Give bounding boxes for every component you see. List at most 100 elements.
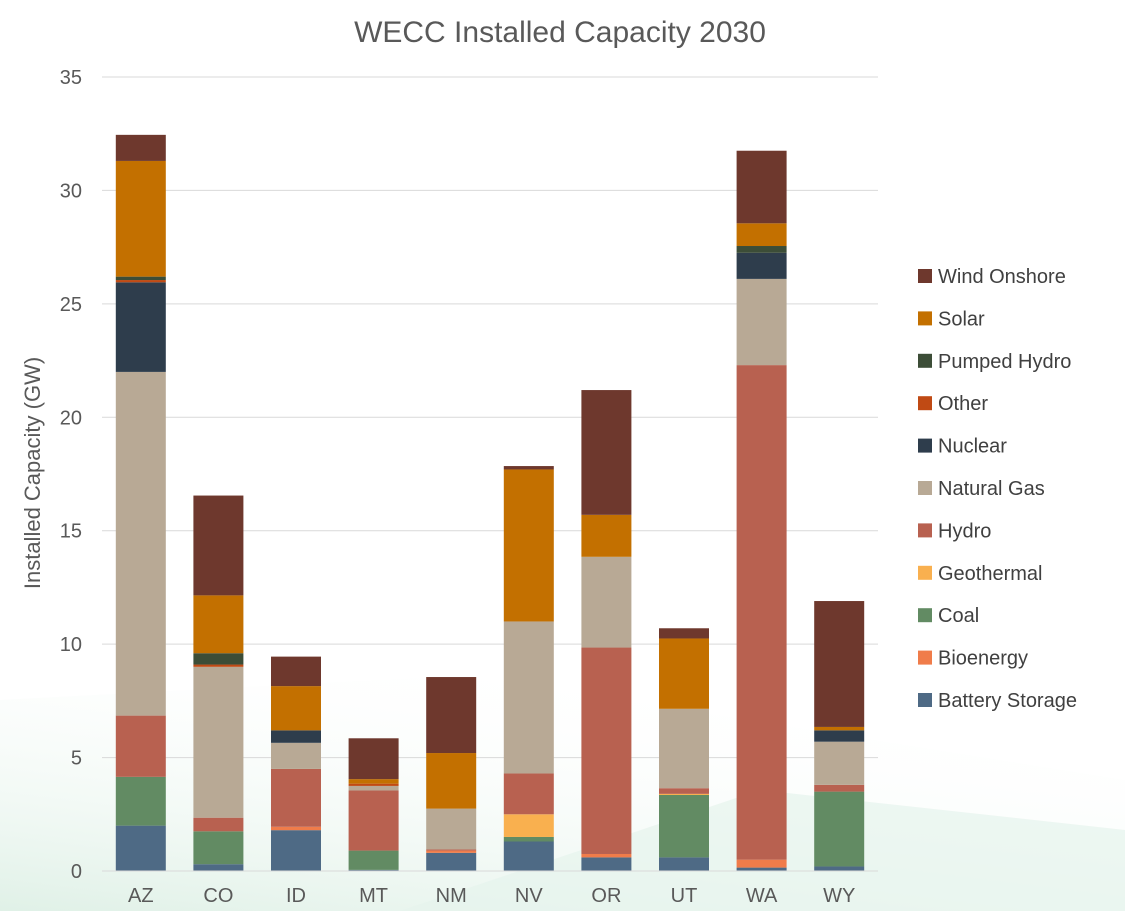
bar-segment-nuclear xyxy=(115,282,166,372)
bar-segment-solar xyxy=(659,638,709,709)
bar-segment-geothermal xyxy=(659,793,709,796)
legend-label: Natural Gas xyxy=(938,478,1045,500)
bar-segment-natural-gas xyxy=(659,708,709,789)
bar-segment-battery-storage xyxy=(115,825,166,871)
legend-swatch xyxy=(918,608,932,623)
bar-segment-battery-storage xyxy=(736,867,787,871)
bar-segment-pumped-hydro xyxy=(115,276,166,281)
bar-segment-bioenergy xyxy=(736,859,787,868)
bar-segment-wind-onshore xyxy=(581,390,632,515)
bar-segment-wind-onshore xyxy=(736,150,787,224)
bar-stack-or xyxy=(581,390,632,871)
bar-segment-battery-storage xyxy=(271,830,321,871)
bar-stack-az xyxy=(115,134,166,871)
bar-segment-solar xyxy=(503,469,554,622)
legend-swatch xyxy=(918,523,932,538)
bar-segment-solar xyxy=(115,160,166,277)
legend-item-other: Other xyxy=(918,393,988,415)
bar-stack-ut xyxy=(659,628,709,871)
bar-segment-wind-onshore xyxy=(115,134,166,161)
bar-segment-battery-storage xyxy=(503,841,554,871)
bar-segment-natural-gas xyxy=(348,785,399,791)
bar-segment-natural-gas xyxy=(271,742,321,769)
bar-stack-wa xyxy=(736,150,787,871)
bar-segment-pumped-hydro xyxy=(193,653,244,665)
legend-swatch xyxy=(918,693,932,707)
legend-swatch xyxy=(918,269,932,283)
bar-segment-solar xyxy=(271,686,321,731)
legend-label: Wind Onshore xyxy=(938,266,1066,288)
bar-segment-hydro xyxy=(503,773,554,815)
bar-segment-wind-onshore xyxy=(348,738,399,780)
bar-segment-pumped-hydro xyxy=(736,246,787,253)
bar-segment-solar xyxy=(814,726,865,731)
legend-label: Hydro xyxy=(938,520,991,542)
legend-item-nuclear: Nuclear xyxy=(918,436,1007,458)
legend-swatch xyxy=(918,481,932,495)
legend-item-natural-gas: Natural Gas xyxy=(918,478,1045,500)
bar-segment-other xyxy=(348,783,399,786)
legend-item-hydro: Hydro xyxy=(918,520,991,542)
x-tick-label: WA xyxy=(746,885,778,907)
bar-segment-coal xyxy=(193,831,244,865)
bar-segment-coal xyxy=(814,791,865,867)
bar-stack-mt xyxy=(348,738,399,871)
bar-segment-hydro xyxy=(581,647,632,854)
bar-segment-hydro xyxy=(659,788,709,794)
bar-segment-coal xyxy=(115,776,166,826)
legend-label: Bioenergy xyxy=(938,648,1028,670)
y-axis-title: Installed Capacity (GW) xyxy=(20,357,45,589)
bar-segment-geothermal xyxy=(503,814,554,837)
bar-segment-wind-onshore xyxy=(271,656,321,687)
x-tick-label: OR xyxy=(591,885,621,907)
bar-segment-natural-gas xyxy=(503,621,554,774)
bar-segment-hydro xyxy=(426,849,477,851)
bar-stack-id xyxy=(271,656,321,871)
legend-swatch xyxy=(918,565,932,580)
bar-segment-wind-onshore xyxy=(426,677,477,754)
bar-stack-co xyxy=(193,495,244,871)
y-tick-label: 10 xyxy=(60,634,82,656)
bar-segment-wind-onshore xyxy=(193,495,244,596)
y-tick-label: 0 xyxy=(71,861,82,883)
bar-segment-battery-storage xyxy=(659,857,709,871)
y-tick-label: 5 xyxy=(71,748,82,770)
legend-swatch xyxy=(918,396,932,411)
bar-segment-bioenergy xyxy=(581,853,632,858)
bar-segment-hydro xyxy=(736,365,787,860)
x-tick-label: AZ xyxy=(128,885,154,907)
bar-segment-bioenergy xyxy=(426,850,477,853)
legend-label: Geothermal xyxy=(938,563,1043,585)
bar-segment-battery-storage xyxy=(193,864,244,871)
bar-segment-nuclear xyxy=(271,730,321,743)
bar-segment-other xyxy=(115,280,166,283)
chart-title: WECC Installed Capacity 2030 xyxy=(354,16,766,49)
bar-segment-natural-gas xyxy=(193,666,244,818)
bar-segment-coal xyxy=(348,850,399,870)
y-tick-label: 35 xyxy=(60,67,82,89)
bar-segment-nuclear xyxy=(736,252,787,279)
bar-segment-other xyxy=(193,664,244,667)
x-tick-label: CO xyxy=(203,885,233,907)
x-tick-label: ID xyxy=(286,885,306,907)
x-tick-label: NV xyxy=(515,885,543,907)
bar-segment-natural-gas xyxy=(581,556,632,648)
x-tick-label: WY xyxy=(823,885,855,907)
bar-segment-nuclear xyxy=(814,730,865,742)
bar-segment-hydro xyxy=(115,715,166,777)
bar-segment-hydro xyxy=(271,768,321,827)
bar-stack-wy xyxy=(814,601,865,871)
x-tick-label: NM xyxy=(436,885,467,907)
bar-segment-solar xyxy=(426,753,477,809)
legend: Wind Onshore Solar Pumped Hydro Other Nuclea… xyxy=(918,266,1077,712)
legend-label: Coal xyxy=(938,605,979,627)
legend-item-bioenergy: Bioenergy xyxy=(918,648,1028,670)
bar-segment-natural-gas xyxy=(115,371,166,716)
bar-stack-nv xyxy=(503,466,554,871)
bar-segment-battery-storage xyxy=(814,866,865,871)
bar-segment-wind-onshore xyxy=(814,601,865,727)
bar-segment-coal xyxy=(503,836,554,842)
legend-swatch xyxy=(918,311,932,326)
bar-segment-solar xyxy=(736,223,787,247)
